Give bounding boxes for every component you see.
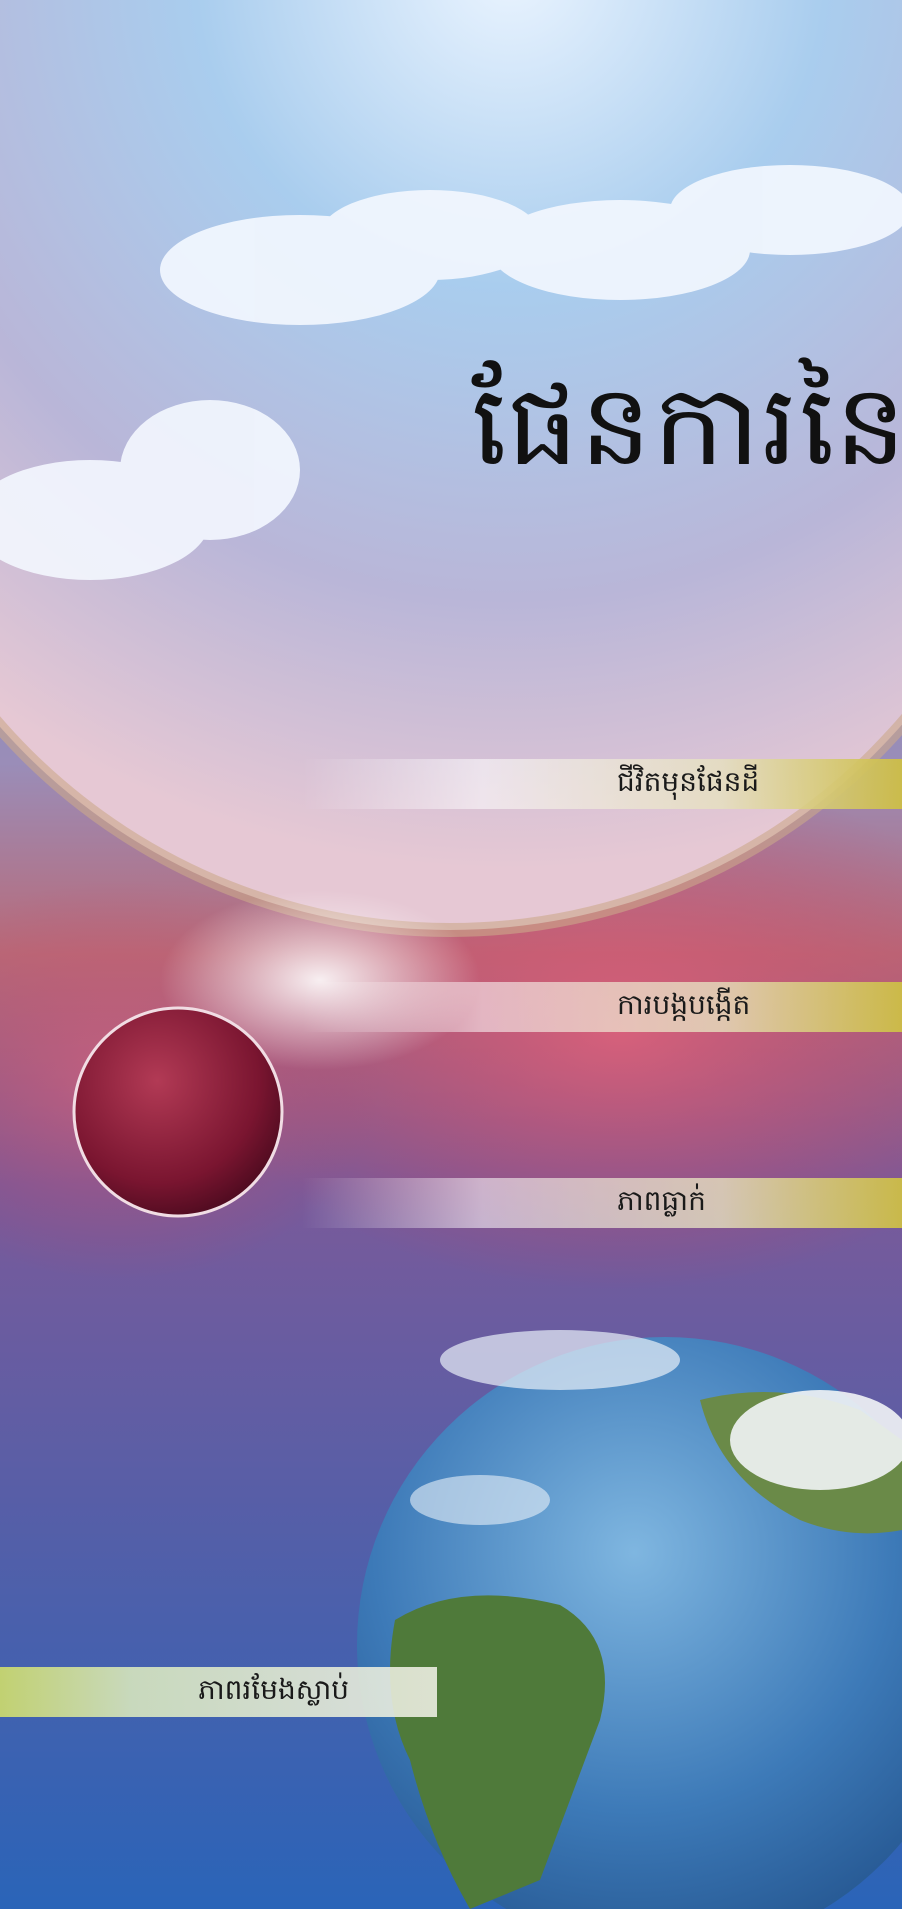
section-band-fall: ភាពធ្លាក់ — [302, 1178, 902, 1228]
red-planet — [72, 1006, 284, 1218]
section-label: ភាពរមែងស្លាប់ — [198, 1672, 350, 1706]
section-band-premortal-life: ជីវិតមុនផែនដី — [302, 759, 902, 809]
earth-continents — [390, 1330, 902, 1909]
section-label: ការបង្កបង្កើត — [617, 987, 751, 1021]
clouds — [0, 165, 902, 580]
section-label: ភាពធ្លាក់ — [617, 1183, 706, 1217]
section-label: ជីវិតមុនផែនដី — [617, 764, 760, 798]
section-band-mortality: ភាពរមែងស្លាប់ — [0, 1667, 437, 1717]
cover-title: ផែនការនៃ — [471, 361, 902, 491]
section-band-creation: ការបង្កបង្កើត — [302, 982, 902, 1032]
